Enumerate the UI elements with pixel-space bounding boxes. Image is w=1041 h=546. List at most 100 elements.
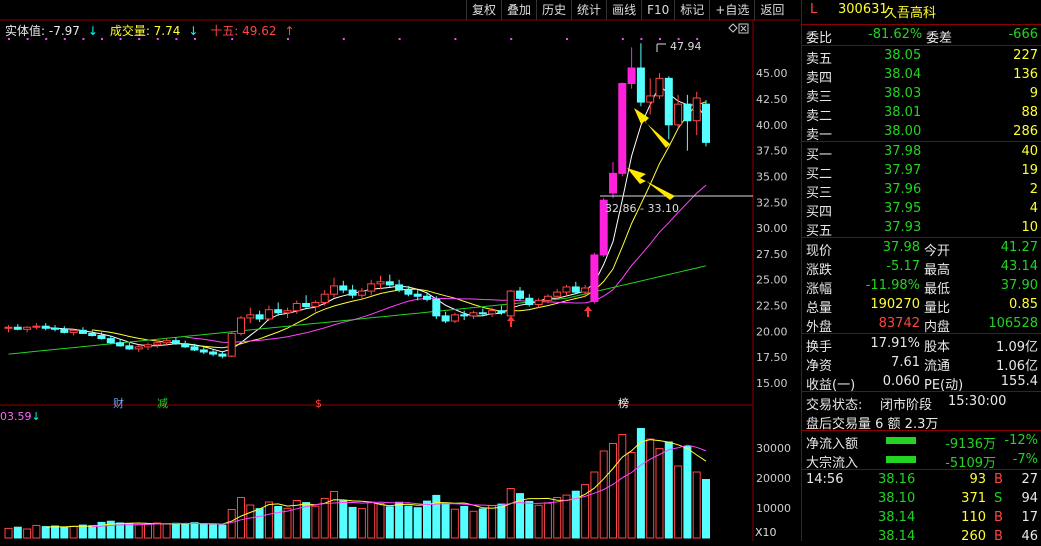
volume-bar[interactable] [599,450,608,539]
candle[interactable] [581,287,590,293]
candle[interactable] [367,283,376,292]
candle[interactable] [571,286,580,293]
kline-svg[interactable]: 45.00 42.50 40.00 37.50 35.00 32.50 30.00 27.50… [0,0,800,541]
candle[interactable] [60,328,69,333]
candle[interactable] [116,342,125,347]
candle[interactable] [702,103,710,143]
volume-bar[interactable] [246,504,255,539]
volume-bar[interactable] [450,508,459,539]
volume-bar[interactable] [674,465,683,539]
volume-bar[interactable] [348,506,357,539]
volume-bar[interactable] [404,505,413,539]
candle[interactable] [237,317,245,334]
candle[interactable] [264,309,273,320]
volume-bar[interactable] [97,521,106,539]
volume-bar[interactable] [190,522,199,539]
candle[interactable] [181,343,190,348]
volume-bar[interactable] [181,524,190,539]
candle[interactable] [106,338,115,344]
candle[interactable] [432,298,441,317]
toolbar-2[interactable]: 历史 [536,0,571,20]
volume-bar[interactable] [609,443,617,539]
volume-bar[interactable] [571,490,580,539]
volume-bar[interactable] [478,508,487,539]
volume-bar[interactable] [469,510,478,539]
candle[interactable] [88,332,97,336]
toolbar-3[interactable]: 统计 [571,0,606,20]
candle[interactable] [423,295,431,300]
candle[interactable] [404,289,413,295]
volume-bar[interactable] [51,525,59,539]
candle[interactable] [69,329,78,333]
candle[interactable] [543,295,552,301]
volume-bar[interactable] [283,507,292,539]
volume-bar[interactable] [78,524,87,539]
volume-bar[interactable] [311,505,320,539]
volume-bar[interactable] [376,503,385,539]
volume-bar[interactable] [367,501,376,539]
volume-bar[interactable] [255,508,264,539]
volume-bar[interactable] [339,500,348,539]
volume-bar[interactable] [209,524,218,539]
candle[interactable] [450,314,459,322]
volume-bar[interactable] [525,500,534,539]
candle[interactable] [590,254,599,302]
volume-bar[interactable] [683,446,692,539]
volume-bar[interactable] [320,497,329,539]
candle[interactable] [441,315,450,322]
candle[interactable] [227,332,236,357]
candle[interactable] [609,172,617,194]
toolbar-8[interactable]: 返回 [754,0,789,20]
candle[interactable] [153,342,162,346]
candle[interactable] [311,301,320,308]
candle[interactable] [274,309,283,314]
volume-bar[interactable] [692,471,701,539]
volume-bar[interactable] [655,448,664,539]
volume-bar[interactable] [32,524,41,539]
candle[interactable] [534,299,543,306]
volume-bar[interactable] [413,507,422,539]
candle[interactable] [516,290,524,299]
volume-bar[interactable] [88,525,97,539]
volume-bar[interactable] [23,528,32,539]
volume-bar[interactable] [330,491,338,539]
volume-bar[interactable] [497,503,506,539]
volume-bar[interactable] [171,522,180,539]
volume-bar[interactable] [516,493,524,539]
volume-bar[interactable] [125,523,134,539]
volume-bar[interactable] [274,506,283,539]
volume-bar[interactable] [227,509,236,539]
volume-bar[interactable] [153,522,162,539]
kline-chart-area[interactable]: 复权 叠加 历史 统计 画线 F10 标记 +自选 返回 实体值: -7.97 ↓ 成交量: 7.… [0,0,800,541]
candle[interactable] [636,67,645,103]
candle[interactable] [190,346,199,351]
candle[interactable] [32,325,41,328]
event-marker[interactable]: 财 [113,396,124,410]
volume-bar[interactable] [134,524,143,539]
candle[interactable] [125,345,134,350]
candle[interactable] [646,95,655,103]
candle[interactable] [292,302,301,312]
volume-bar[interactable] [357,508,366,539]
candle[interactable] [357,290,366,296]
candle[interactable] [330,285,338,295]
candle[interactable] [692,97,701,122]
candle[interactable] [339,285,348,291]
candle[interactable] [283,310,292,314]
candle[interactable] [599,199,608,256]
candle[interactable] [664,77,673,126]
candle[interactable] [199,349,208,353]
event-marker[interactable]: 减 [157,397,168,410]
candle[interactable] [209,351,218,355]
volume-bar[interactable] [162,523,171,539]
candle[interactable] [320,293,329,303]
volume-bar[interactable] [590,471,599,539]
candle[interactable] [162,340,171,344]
volume-bar[interactable] [581,484,590,539]
candle[interactable] [460,314,469,317]
volume-bar[interactable] [395,501,404,539]
volume-bar[interactable] [534,504,543,539]
toolbar-1[interactable]: 叠加 [501,0,536,20]
volume-bar[interactable] [13,526,22,539]
candle[interactable] [683,103,692,122]
